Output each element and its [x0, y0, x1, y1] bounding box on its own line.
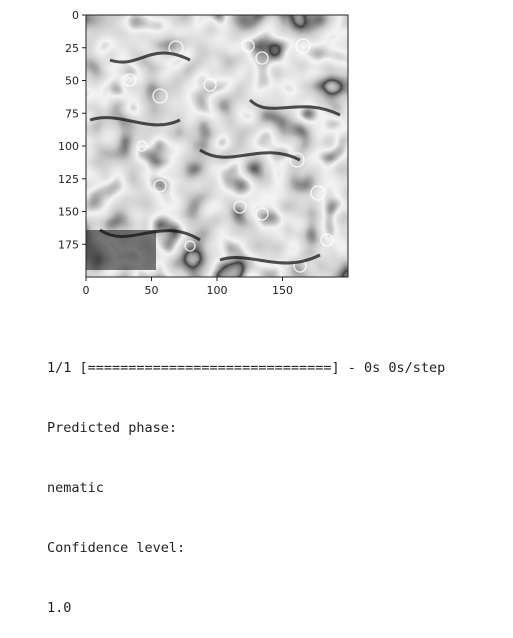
predicted-phase-value: nematic [47, 480, 104, 496]
y-tick-label: 25 [65, 42, 79, 55]
y-tick-label: 0 [72, 9, 79, 22]
y-tick-label: 150 [58, 206, 79, 219]
y-axis: 0 25 50 75 100 125 150 175 [58, 9, 86, 251]
defect-rings [123, 38, 334, 273]
x-tick-label: 150 [272, 284, 293, 297]
y-tick-label: 50 [65, 75, 79, 88]
x-tick-label: 0 [83, 284, 90, 297]
progress-line: 1/1 [==============================] - 0… [47, 360, 446, 376]
x-tick-label: 100 [207, 284, 228, 297]
x-tick-label: 50 [145, 284, 159, 297]
dark-region [86, 230, 156, 270]
x-axis: 0 50 100 150 [83, 277, 293, 297]
y-tick-label: 125 [58, 173, 79, 186]
y-tick-label: 175 [58, 238, 79, 251]
predicted-phase-label: Predicted phase: [47, 420, 178, 436]
y-tick-label: 100 [58, 140, 79, 153]
figure: 0 50 100 150 0 25 50 75 100 125 150 175 [58, 9, 349, 297]
confidence-value: 1.0 [47, 600, 72, 616]
cell-output: 1/1 [==============================] - 0… [47, 318, 445, 638]
confidence-label: Confidence level: [47, 540, 186, 556]
y-tick-label: 75 [65, 107, 79, 120]
micrograph-image [86, 15, 348, 277]
